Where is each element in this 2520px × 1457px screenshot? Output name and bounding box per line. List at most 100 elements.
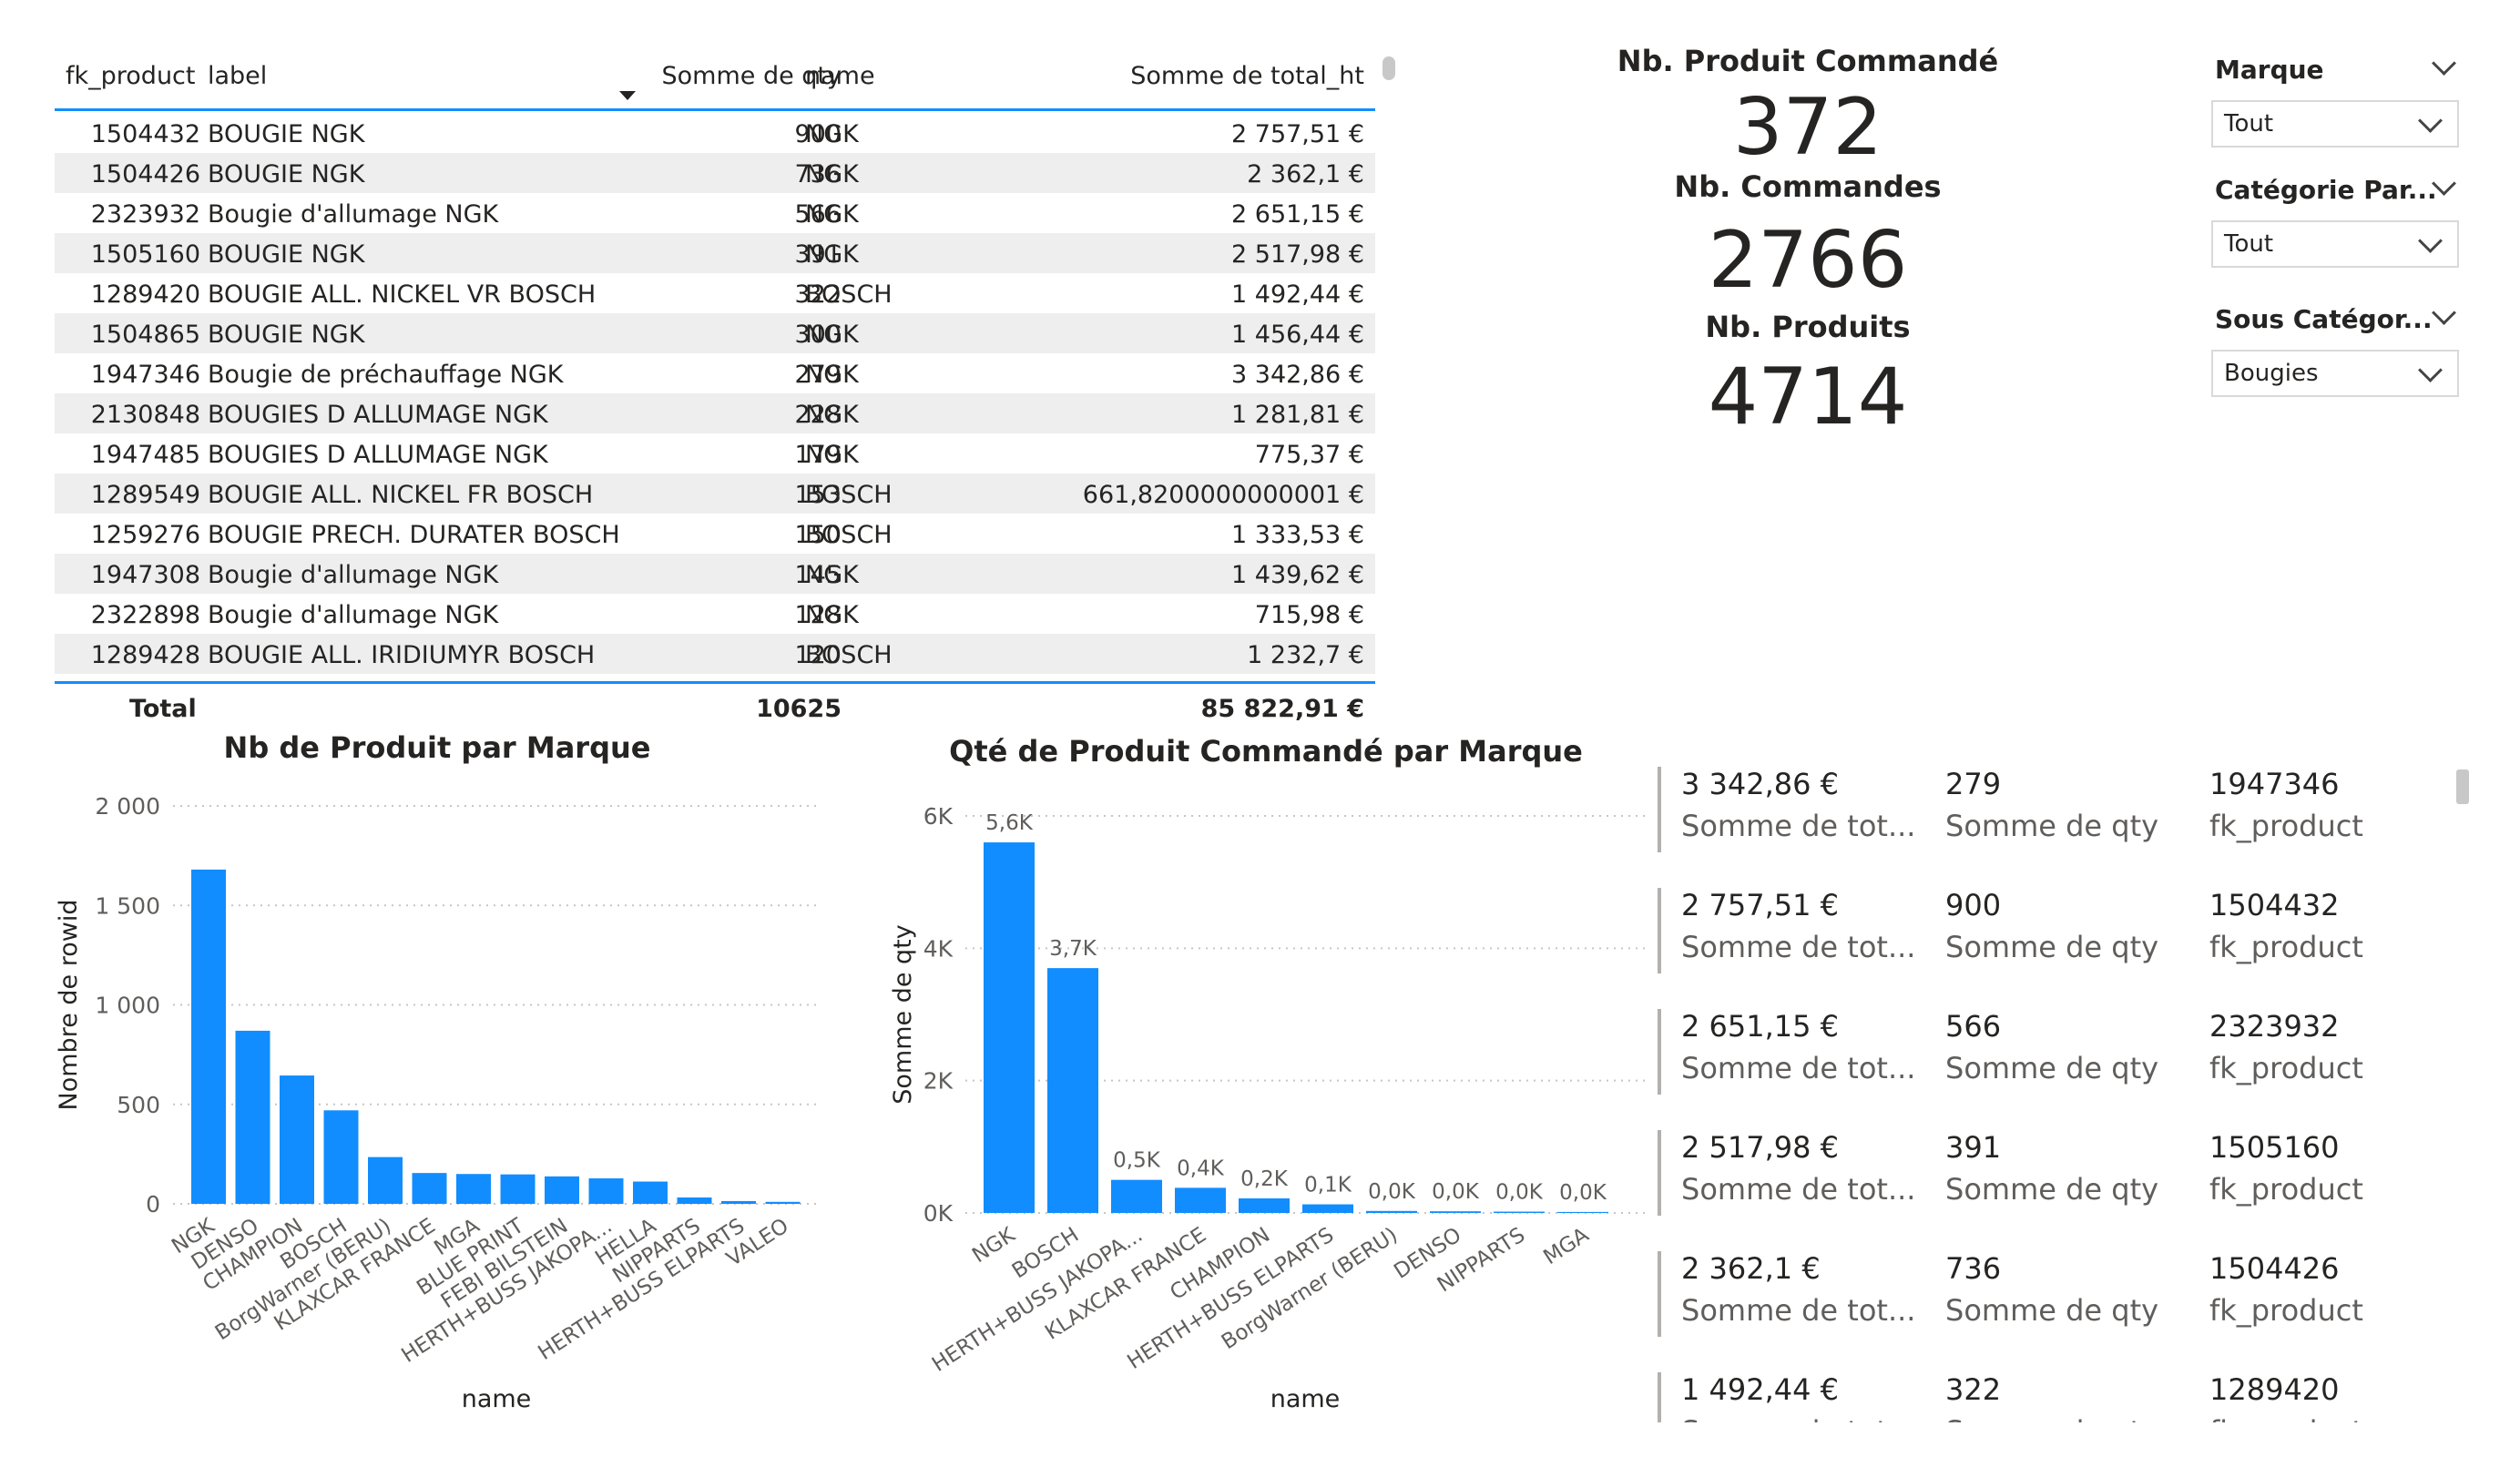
cell-total: 1 232,7 €: [1247, 641, 1364, 669]
card-label-qty: Somme de qty: [1945, 1051, 2159, 1085]
bar[interactable]: [1430, 1211, 1481, 1213]
table-row[interactable]: 1947346 Bougie de préchauffage NGK 279 NGK 3…: [55, 353, 1375, 393]
data-label: 0,1K: [1304, 1174, 1352, 1197]
multirow-card-row[interactable]: 2 651,15 € Somme de tot... 566 Somme de qty…: [1658, 1009, 2459, 1118]
table-row[interactable]: 1289549 BOUGIE ALL. NICKEL FR BOSCH 153 BOS…: [55, 474, 1375, 514]
table-row[interactable]: 1289420 BOUGIE ALL. NICKEL VR BOSCH 322 BOS…: [55, 273, 1375, 313]
cell-total: 2 362,1 €: [1247, 160, 1364, 188]
chevron-down-icon: [2418, 108, 2443, 133]
multirow-card-row[interactable]: 1 492,44 € Somme de tot... 322 Somme de qty…: [1658, 1372, 2459, 1422]
table-row[interactable]: 1289428 BOUGIE ALL. IRIDIUMYR BOSCH 120 BOS…: [55, 634, 1375, 674]
card-label-total: Somme de tot...: [1681, 1293, 1916, 1328]
bar[interactable]: [456, 1174, 491, 1204]
table-row[interactable]: 1504865 BOUGIE NGK 300 NGK 1 456,44 €: [55, 313, 1375, 353]
bar[interactable]: [1175, 1187, 1226, 1213]
card-value-total: 2 651,15 €: [1681, 1009, 1840, 1044]
cell-label: BOUGIE NGK: [208, 160, 365, 188]
table-row[interactable]: 2323932 Bougie d'allumage NGK 566 NGK 2 651,…: [55, 193, 1375, 233]
cell-label: Bougie d'allumage NGK: [208, 601, 499, 629]
cell-qty: 279: [794, 361, 842, 389]
card-row-accent: [1658, 1251, 1661, 1337]
bar[interactable]: [545, 1176, 579, 1204]
multirow-card-row[interactable]: 2 362,1 € Somme de tot... 736 Somme de qty 1…: [1658, 1251, 2459, 1360]
chevron-down-icon[interactable]: [2432, 51, 2456, 76]
cell-name: BOSCH: [805, 481, 893, 509]
bar[interactable]: [1302, 1204, 1353, 1213]
bar[interactable]: [1494, 1211, 1545, 1213]
cell-fk-product: 1289549: [90, 481, 200, 509]
card-value-qty: 279: [1945, 767, 2002, 801]
cell-label: BOUGIE NGK: [208, 321, 365, 349]
table-row[interactable]: 1505160 BOUGIE NGK 391 NGK 2 517,98 €: [55, 233, 1375, 273]
bar[interactable]: [280, 1075, 314, 1204]
multirow-card-row[interactable]: 2 757,51 € Somme de tot... 900 Somme de qty…: [1658, 888, 2459, 997]
slicer-dropdown-marque[interactable]: Tout: [2211, 100, 2459, 148]
card-value-total: 2 757,51 €: [1681, 888, 1840, 922]
bar[interactable]: [1366, 1210, 1417, 1213]
cell-qty: 120: [794, 641, 842, 669]
kpi-title-commandes: Nb. Commandes: [1674, 169, 1942, 204]
multirow-scrollbar[interactable]: [2456, 769, 2469, 804]
multirow-card-row[interactable]: 2 517,98 € Somme de tot... 391 Somme de qty…: [1658, 1130, 2459, 1239]
table-row[interactable]: 2130848 BOUGIES D ALLUMAGE NGK 228 NGK 1 281…: [55, 393, 1375, 433]
card-row-accent: [1658, 888, 1661, 973]
column-header-fk-product[interactable]: fk_product: [66, 62, 196, 90]
column-header-name[interactable]: name: [805, 62, 875, 90]
cell-qty: 300: [794, 321, 842, 349]
column-header-label[interactable]: label: [208, 62, 268, 90]
table-row[interactable]: 1259276 BOUGIE PRECH. DURATER BOSCH 150 BOS…: [55, 514, 1375, 554]
bar[interactable]: [677, 1197, 712, 1204]
bar[interactable]: [588, 1178, 624, 1204]
bar[interactable]: [412, 1173, 447, 1204]
table-row[interactable]: 2322898 Bougie d'allumage NGK 128 NGK 715,98…: [55, 594, 1375, 634]
column-header-qty[interactable]: Somme de qty: [661, 62, 842, 90]
bar[interactable]: [1557, 1211, 1608, 1213]
card-label-fk: fk_product: [2209, 1293, 2363, 1328]
chevron-down-icon: [2418, 229, 2443, 253]
cell-qty: 228: [794, 401, 842, 429]
sort-descending-icon[interactable]: [619, 91, 636, 100]
cell-label: BOUGIE ALL. NICKEL FR BOSCH: [208, 481, 594, 509]
card-label-total: Somme de tot...: [1681, 930, 1916, 964]
table-scrollbar[interactable]: [1382, 56, 1395, 80]
multirow-card-row[interactable]: 3 342,86 € Somme de tot... 279 Somme de qty…: [1658, 767, 2459, 876]
cell-fk-product: 1289428: [90, 641, 200, 669]
cell-name: NGK: [805, 200, 859, 229]
table-row[interactable]: 1947485 BOUGIES D ALLUMAGE NGK 179 NGK 775,3…: [55, 433, 1375, 474]
multi-row-card: 3 342,86 € Somme de tot... 279 Somme de qty…: [1658, 767, 2459, 1422]
table-row[interactable]: 1947308 Bougie d'allumage NGK 145 NGK 1 439,…: [55, 554, 1375, 594]
column-header-total[interactable]: Somme de total_ht: [1130, 62, 1364, 90]
bar[interactable]: [1111, 1179, 1162, 1213]
table-row[interactable]: 1504432 BOUGIE NGK 900 NGK 2 757,51 €: [55, 113, 1375, 153]
bar[interactable]: [500, 1174, 536, 1204]
bar[interactable]: [721, 1200, 756, 1204]
cell-name: NGK: [805, 160, 859, 188]
bar[interactable]: [191, 869, 226, 1204]
bar[interactable]: [984, 842, 1035, 1213]
slicer-dropdown-sous-categorie[interactable]: Bougies: [2211, 350, 2459, 397]
card-value-total: 3 342,86 €: [1681, 767, 1840, 801]
cell-total: 3 342,86 €: [1231, 361, 1364, 389]
bar[interactable]: [368, 1156, 403, 1204]
bar[interactable]: [235, 1030, 270, 1204]
y-tick-label: 1 500: [95, 892, 160, 919]
cell-fk-product: 1947346: [90, 361, 200, 389]
card-label-total: Somme de tot...: [1681, 1172, 1916, 1207]
slicer-title-sous-categorie: Sous Catégor...: [2215, 304, 2433, 334]
bar[interactable]: [1239, 1198, 1290, 1213]
y-tick-label: 500: [117, 1092, 160, 1118]
chart1-title: Nb de Produit par Marque: [223, 730, 651, 765]
bar[interactable]: [765, 1201, 801, 1204]
bar[interactable]: [323, 1110, 359, 1204]
cell-fk-product: 2322898: [90, 601, 200, 629]
chevron-down-icon[interactable]: [2432, 301, 2456, 325]
bar[interactable]: [633, 1181, 668, 1204]
bar[interactable]: [1047, 968, 1098, 1213]
kpi-value-produits: 4714: [1708, 352, 1908, 443]
slicer-dropdown-categorie[interactable]: Tout: [2211, 220, 2459, 268]
table-row[interactable]: 1504426 BOUGIE NGK 736 NGK 2 362,1 €: [55, 153, 1375, 193]
cell-total: 1 333,53 €: [1231, 521, 1364, 549]
cell-qty: 736: [794, 160, 842, 188]
card-label-qty: Somme de qty: [1945, 1172, 2159, 1207]
cell-name: NGK: [805, 601, 859, 629]
